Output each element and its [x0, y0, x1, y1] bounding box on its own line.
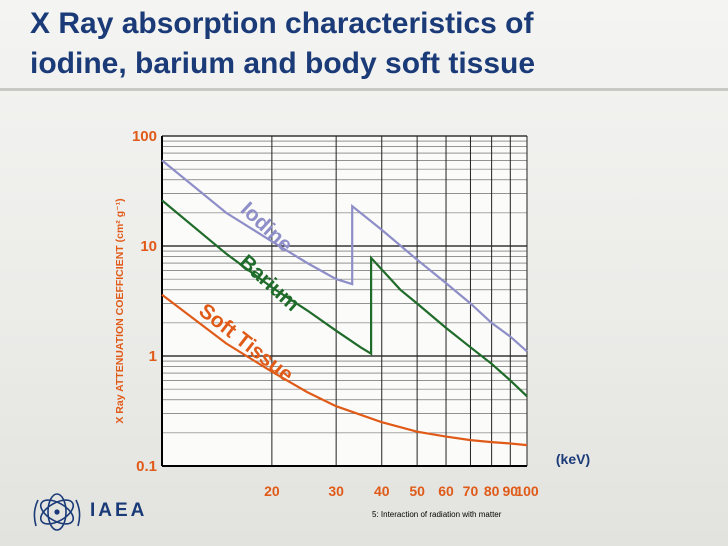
series-line-soft_tissue [161, 293, 528, 447]
iaea-wordmark: IAEA [90, 500, 148, 521]
x-tick-label: 90 [503, 483, 519, 499]
x-axis-unit-label: (keV) [556, 451, 590, 467]
y-tick-label: 100 [132, 128, 157, 145]
x-tick-label: 100 [515, 483, 539, 499]
x-tick-label: 30 [328, 483, 344, 499]
y-tick-label: 10 [140, 238, 157, 255]
x-tick-label: 50 [409, 483, 425, 499]
x-tick-label: 40 [374, 483, 390, 499]
series-line-barium [161, 199, 528, 398]
x-tick-label: 70 [463, 483, 479, 499]
slide-title: X Ray absorption characteristics of iodi… [30, 4, 720, 84]
y-tick-label: 0.1 [136, 458, 157, 475]
title-divider [0, 88, 728, 91]
footer-caption: 5: Interaction of radiation with matter [372, 510, 502, 519]
y-tick-label: 1 [149, 348, 157, 365]
title-line-1: X Ray absorption characteristics of [30, 7, 534, 40]
x-tick-label: 60 [438, 483, 454, 499]
x-tick-label: 80 [484, 483, 500, 499]
title-line-2: iodine, barium and body soft tissue [30, 47, 536, 80]
iaea-atom-logo-icon [33, 493, 81, 531]
series-line-iodine [161, 159, 528, 353]
plot-area [162, 136, 527, 466]
x-tick-label: 20 [264, 483, 280, 499]
y-axis-label: X Ray ATTENUATION COEFFICIENT (cm² g⁻¹) [114, 198, 126, 423]
